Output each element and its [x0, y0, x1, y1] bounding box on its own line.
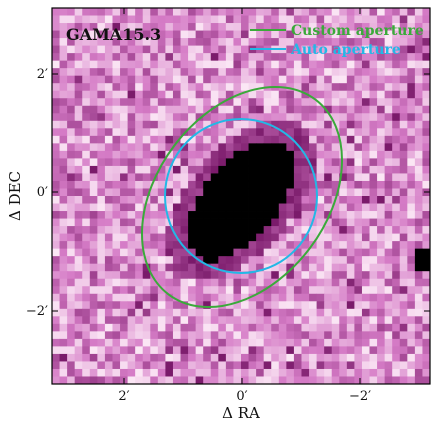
tick-marks: [52, 8, 430, 384]
y-tick-label: 0′: [37, 185, 48, 200]
auto-aperture-ellipse: [164, 118, 318, 274]
pixel-map-image: [52, 8, 430, 384]
x-axis-label: Δ RA: [222, 404, 260, 422]
x-tick-label: 2′: [118, 389, 129, 404]
legend-label-auto-aperture: Auto aperture: [290, 42, 401, 58]
plot-frame: [51, 7, 431, 385]
legend: Custom aperture Auto aperture: [250, 23, 424, 58]
y-tick-label: −2′: [26, 304, 48, 319]
y-axis-label: Δ DEC: [6, 171, 24, 221]
x-tick-label: 0′: [236, 389, 247, 404]
object-label: GAMA15.3: [66, 25, 161, 44]
custom-aperture-ellipse: [141, 85, 343, 309]
legend-label-custom-aperture: Custom aperture: [291, 23, 424, 39]
y-tick-label: 2′: [37, 67, 48, 82]
x-tick-label: −2′: [349, 389, 371, 404]
